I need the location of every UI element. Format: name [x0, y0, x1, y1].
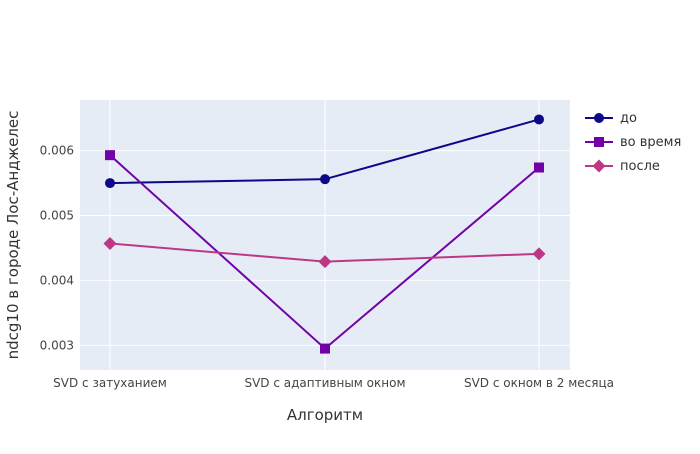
data-point-2-0 — [103, 236, 117, 250]
y-tick-label-3: 0.006 — [40, 144, 74, 158]
legend-label-1: во время — [620, 135, 681, 150]
y-tick-label-1: 0.004 — [40, 273, 74, 287]
data-point-1-1 — [320, 343, 330, 354]
data-point-0-0 — [105, 178, 115, 189]
x-tick-label-0: SVD с затуханием — [53, 376, 167, 390]
legend-item-1[interactable]: во время — [585, 135, 681, 150]
x-tick-label-1: SVD с адаптивным окном — [244, 376, 405, 390]
legend-label-0: до — [620, 111, 637, 126]
data-point-0-2 — [534, 114, 544, 125]
legend-item-2[interactable]: после — [585, 159, 660, 174]
x-tick-label-2: SVD с окном в 2 месяца — [464, 376, 614, 390]
legend-marker-0 — [594, 113, 604, 123]
y-axis-title: ndcg10 в городе Лос-Анджелес — [4, 111, 22, 360]
series-0 — [105, 114, 544, 189]
tick-labels: 0.003 0.004 0.005 0.006 SVD с затуханием SVD … — [40, 144, 614, 390]
legend[interactable]: до во время после — [585, 111, 681, 174]
data-point-0-1 — [320, 174, 330, 185]
legend-marker-2 — [592, 159, 606, 173]
series-2 — [103, 236, 546, 269]
data-point-2-2 — [532, 247, 546, 261]
data-point-1-0 — [105, 150, 115, 161]
legend-item-0[interactable]: до — [585, 111, 637, 126]
series-1 — [105, 150, 544, 354]
legend-label-2: после — [620, 159, 660, 174]
x-axis-title: Алгоритм — [287, 406, 363, 424]
series-layer — [103, 114, 546, 354]
data-point-2-1 — [318, 255, 332, 269]
legend-marker-1 — [594, 137, 604, 147]
y-tick-label-0: 0.003 — [40, 338, 74, 352]
y-tick-label-2: 0.005 — [40, 209, 74, 223]
data-point-1-2 — [534, 162, 544, 173]
